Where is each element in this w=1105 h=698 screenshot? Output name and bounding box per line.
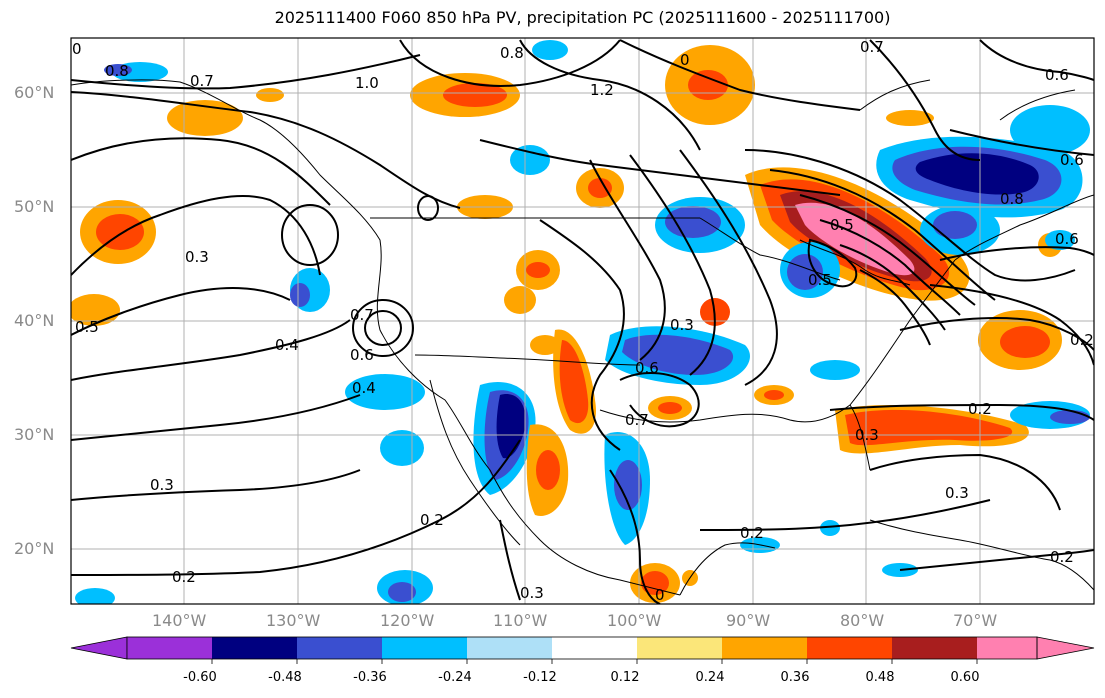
contour-label: 0.7 — [190, 72, 214, 90]
colorbar-swatch — [552, 637, 637, 659]
contour-label: 0.5 — [808, 271, 832, 289]
contour-label: 0.5 — [830, 216, 854, 234]
map-frame — [70, 37, 1095, 605]
contour-label: 0.6 — [1055, 230, 1079, 248]
contour-label: 0.2 — [1050, 548, 1074, 566]
contour-label: 0.2 — [420, 511, 444, 529]
colorbar-tick-label: -0.60 — [183, 670, 217, 685]
colorbar-swatch — [212, 637, 297, 659]
colorbar-tick-label: 0.60 — [951, 670, 980, 685]
colorbar: -0.60 -0.48 -0.36 -0.24 -0.12 0.12 0.24 … — [70, 636, 1095, 685]
colorbar-swatch — [467, 637, 552, 659]
pv-contours — [71, 39, 1094, 604]
colorbar-arrow-low — [70, 636, 128, 660]
contour-label: 0.2 — [740, 524, 764, 542]
contour-label: 1.0 — [355, 74, 379, 92]
contour-label: 0.2 — [1070, 331, 1094, 349]
colorbar-tick-label: 0.24 — [696, 670, 725, 685]
contour-label: 0.3 — [945, 484, 969, 502]
colorbar-swatch — [637, 637, 722, 659]
lon-label: 140°W — [152, 611, 207, 630]
contour-label: 0.6 — [1045, 66, 1069, 84]
contour-labels: 0 0.8 0.7 1.0 0.8 1.2 0 0.7 0.6 0.6 0.3 … — [72, 38, 1094, 604]
graticule — [71, 38, 1094, 604]
lon-label: 110°W — [493, 611, 548, 630]
contour-label: 0.3 — [670, 316, 694, 334]
lat-label: 30°N — [14, 425, 55, 444]
colorbar-swatch — [892, 637, 977, 659]
coastlines — [71, 79, 1094, 596]
lat-label: 20°N — [14, 539, 55, 558]
colorbar-tick-label: -0.48 — [268, 670, 302, 685]
contour-label: 0.6 — [635, 359, 659, 377]
contour-label: 0.8 — [500, 44, 524, 62]
contour-label: 0 — [655, 586, 665, 604]
contour-label: 0.6 — [1060, 151, 1084, 169]
contour-label: 0.7 — [860, 38, 884, 56]
contour-label: 0.3 — [185, 248, 209, 266]
lon-label: 100°W — [607, 611, 662, 630]
colorbar-tick-label: -0.12 — [523, 670, 557, 685]
lon-label: 70°W — [953, 611, 998, 630]
contour-label: 0.2 — [968, 400, 992, 418]
contour-label: 0.3 — [520, 584, 544, 602]
lat-label: 60°N — [14, 83, 55, 102]
lat-label: 40°N — [14, 311, 55, 330]
colorbar-tick-label: 0.12 — [611, 670, 640, 685]
map-title: 2025111400 F060 850 hPa PV, precipitatio… — [274, 8, 891, 27]
colorbar-arrow-high — [1036, 636, 1095, 660]
contour-label: 0.7 — [350, 306, 374, 324]
colorbar-tick-label: 0.36 — [781, 670, 810, 685]
contour-label: 0.3 — [150, 476, 174, 494]
lon-label: 80°W — [840, 611, 885, 630]
lon-label: 130°W — [266, 611, 321, 630]
colorbar-tick-label: 0.48 — [866, 670, 895, 685]
contour-label: 0 — [72, 40, 82, 58]
lon-label: 120°W — [380, 611, 435, 630]
contour-label: 0.8 — [105, 62, 129, 80]
contour-label: 0.7 — [625, 411, 649, 429]
colorbar-swatch — [297, 637, 382, 659]
lon-label: 90°W — [726, 611, 771, 630]
contour-label: 0.6 — [350, 346, 374, 364]
contour-label: 1.2 — [590, 81, 614, 99]
contour-label: 0.8 — [1000, 190, 1024, 208]
colorbar-swatch — [127, 637, 212, 659]
colorbar-swatch — [722, 637, 807, 659]
contour-label: 0.3 — [855, 426, 879, 444]
contour-label: 0 — [680, 51, 690, 69]
colorbar-tick-label: -0.24 — [438, 670, 472, 685]
lat-label: 50°N — [14, 197, 55, 216]
precip-shading — [71, 40, 1090, 604]
colorbar-tick-label: -0.36 — [353, 670, 387, 685]
contour-label: 0.4 — [275, 336, 299, 354]
contour-label: 0.4 — [352, 379, 376, 397]
contour-label: 0.5 — [75, 318, 99, 336]
colorbar-swatch — [807, 637, 892, 659]
colorbar-swatch — [977, 637, 1037, 659]
contour-label: 0.2 — [172, 568, 196, 586]
colorbar-swatch — [382, 637, 467, 659]
